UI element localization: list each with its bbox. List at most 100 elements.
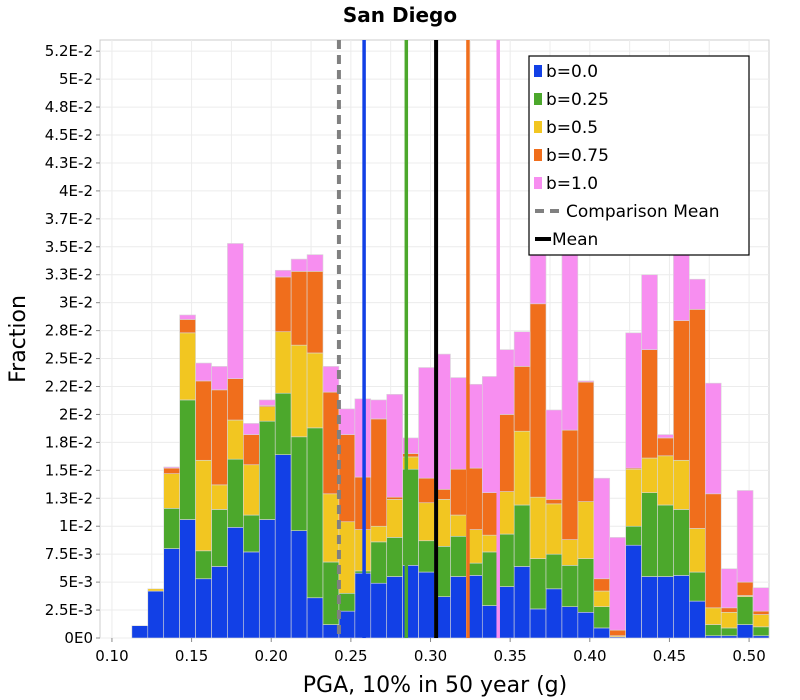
bar-b-1-0-38 bbox=[737, 490, 753, 582]
bar-b-0-5-34 bbox=[673, 460, 689, 509]
bar-b-0-5-18 bbox=[419, 503, 435, 541]
bar-b-0-75-36 bbox=[705, 494, 721, 608]
bar-b-0-75-29 bbox=[594, 579, 610, 591]
bar-b-0-0-16 bbox=[387, 577, 403, 638]
bar-b-0-25-32 bbox=[642, 493, 658, 577]
bar-b-0-0-8 bbox=[259, 520, 275, 638]
bar-b-0-75-22 bbox=[482, 493, 498, 535]
bar-b-1-0-23 bbox=[498, 350, 514, 415]
bar-b-0-25-38 bbox=[737, 597, 753, 625]
bar-b-0-25-37 bbox=[721, 628, 737, 636]
bar-b-1-0-39 bbox=[753, 588, 769, 611]
bar-b-0-75-38 bbox=[737, 582, 753, 595]
y-tick-label: 2.5E-2 bbox=[45, 350, 93, 368]
bar-b-0-25-27 bbox=[562, 565, 578, 606]
bar-b-1-0-33 bbox=[658, 435, 674, 438]
bar-b-0-75-7 bbox=[243, 435, 259, 465]
bar-b-0-5-16 bbox=[387, 499, 403, 537]
bar-b-0-75-11 bbox=[307, 271, 323, 353]
bar-b-0-25-20 bbox=[450, 536, 466, 576]
bar-b-0-0-3 bbox=[180, 520, 196, 638]
legend-comparison-mean-label: Comparison Mean bbox=[566, 202, 720, 222]
x-tick-label: 0.10 bbox=[95, 647, 128, 665]
bar-b-0-0-13 bbox=[339, 611, 355, 638]
bar-b-0-25-12 bbox=[323, 562, 339, 625]
bar-b-0-25-4 bbox=[196, 551, 212, 579]
bar-b-1-0-7 bbox=[243, 423, 259, 434]
y-axis: 0E02.5E-35E-37.5E-31E-21.3E-21.5E-21.8E-… bbox=[45, 42, 100, 647]
bar-b-0-0-39 bbox=[753, 636, 769, 638]
legend-b-0-5-swatch bbox=[534, 121, 542, 133]
bar-b-0-75-2 bbox=[164, 468, 180, 474]
bar-b-0-5-12 bbox=[323, 494, 339, 562]
bar-b-1-0-22 bbox=[482, 376, 498, 492]
legend: b=0.0b=0.25b=0.5b=0.75b=1.0Comparison Me… bbox=[529, 56, 749, 255]
bar-b-1-0-2 bbox=[164, 467, 180, 468]
y-tick-label: 1.3E-2 bbox=[45, 489, 93, 507]
bar-b-0-75-34 bbox=[673, 321, 689, 461]
y-tick-label: 4E-2 bbox=[59, 182, 93, 200]
y-tick-label: 4.5E-2 bbox=[45, 126, 93, 144]
bar-b-0-25-28 bbox=[578, 559, 594, 613]
bar-b-0-5-23 bbox=[498, 492, 514, 534]
bar-b-0-25-8 bbox=[259, 421, 275, 519]
bar-b-0-0-10 bbox=[291, 531, 307, 638]
legend-b-1-0-swatch bbox=[534, 177, 542, 189]
bar-b-0-25-35 bbox=[689, 572, 705, 601]
y-tick-label: 7.5E-3 bbox=[45, 545, 93, 563]
y-tick-label: 3E-2 bbox=[59, 294, 93, 312]
bar-b-0-0-1 bbox=[148, 591, 164, 638]
bar-b-0-5-15 bbox=[371, 526, 387, 542]
bar-b-0-75-28 bbox=[578, 382, 594, 502]
bar-b-0-75-9 bbox=[275, 277, 291, 332]
legend-b-0-0-label: b=0.0 bbox=[546, 62, 598, 82]
y-tick-label: 0E0 bbox=[64, 629, 93, 647]
bar-b-0-25-16 bbox=[387, 537, 403, 576]
bar-b-0-0-27 bbox=[562, 607, 578, 638]
bar-b-0-5-24 bbox=[514, 431, 530, 505]
bar-b-0-0-26 bbox=[546, 589, 562, 638]
bar-b-1-0-35 bbox=[689, 279, 705, 309]
x-tick-label: 0.20 bbox=[255, 647, 288, 665]
bar-b-0-5-31 bbox=[626, 469, 642, 526]
bar-b-0-5-20 bbox=[450, 515, 466, 536]
bar-b-0-5-29 bbox=[594, 591, 610, 607]
bar-b-0-75-15 bbox=[371, 419, 387, 526]
bar-b-0-5-27 bbox=[562, 540, 578, 566]
bar-b-1-0-15 bbox=[371, 400, 387, 419]
bar-b-0-75-6 bbox=[227, 379, 243, 420]
bar-b-0-25-24 bbox=[514, 505, 530, 566]
bar-b-0-25-5 bbox=[212, 509, 228, 566]
bar-b-0-5-1 bbox=[148, 589, 164, 591]
bar-b-0-25-22 bbox=[482, 552, 498, 606]
chart-title: San Diego bbox=[343, 3, 457, 27]
bar-b-0-0-18 bbox=[419, 572, 435, 638]
bar-b-0-75-24 bbox=[514, 366, 530, 431]
bar-b-0-5-7 bbox=[243, 465, 259, 515]
bar-b-0-5-8 bbox=[259, 407, 275, 422]
bar-b-1-0-31 bbox=[626, 333, 642, 468]
bar-b-0-5-35 bbox=[689, 528, 705, 572]
bar-b-0-0-37 bbox=[721, 636, 737, 638]
legend-b-0-5-label: b=0.5 bbox=[546, 118, 598, 138]
legend-b-0-25-label: b=0.25 bbox=[546, 90, 609, 110]
bar-b-0-0-11 bbox=[307, 598, 323, 638]
bar-b-0-0-36 bbox=[705, 636, 721, 638]
x-tick-label: 0.30 bbox=[414, 647, 447, 665]
bar-b-0-0-7 bbox=[243, 552, 259, 638]
bar-b-0-5-28 bbox=[578, 502, 594, 559]
bar-b-0-25-34 bbox=[673, 509, 689, 575]
bar-b-0-5-11 bbox=[307, 353, 323, 428]
bar-b-0-25-39 bbox=[753, 627, 769, 636]
bar-b-0-25-23 bbox=[498, 534, 514, 587]
bar-b-0-0-24 bbox=[514, 566, 530, 638]
legend-mean-label: Mean bbox=[552, 230, 598, 250]
bar-b-1-0-9 bbox=[275, 270, 291, 277]
bar-b-0-25-36 bbox=[705, 625, 721, 636]
bar-b-1-0-37 bbox=[721, 569, 737, 608]
x-tick-label: 0.25 bbox=[334, 647, 367, 665]
bar-b-0-0-38 bbox=[737, 625, 753, 638]
bar-b-0-75-20 bbox=[450, 469, 466, 515]
legend-b-0-75-swatch bbox=[534, 149, 542, 161]
bar-b-0-5-6 bbox=[227, 420, 243, 459]
